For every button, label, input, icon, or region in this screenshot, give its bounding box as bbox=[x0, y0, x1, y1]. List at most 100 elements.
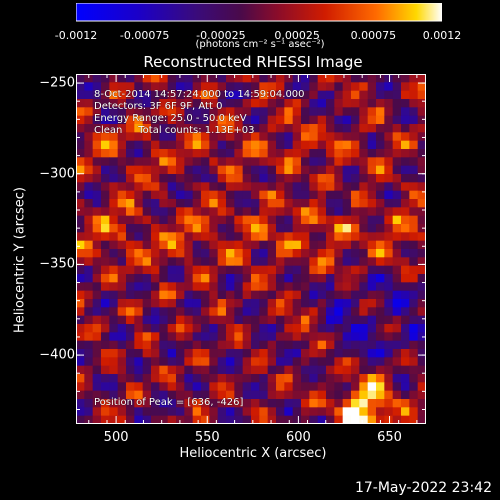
heatmap-cell bbox=[92, 90, 102, 100]
heatmap-cell bbox=[267, 215, 277, 225]
heatmap-cell bbox=[359, 365, 369, 375]
heatmap-cell bbox=[201, 157, 210, 167]
heatmap-cell bbox=[142, 324, 152, 333]
heatmap-cell bbox=[367, 365, 377, 375]
heatmap-cell bbox=[259, 224, 269, 233]
heatmap-cell bbox=[384, 232, 394, 242]
heatmap-cell bbox=[176, 257, 185, 267]
heatmap-cell bbox=[134, 107, 144, 117]
heatmap-cell bbox=[92, 249, 102, 258]
plot-frame bbox=[76, 74, 426, 424]
heatmap-cell bbox=[209, 290, 219, 300]
heatmap-cell bbox=[326, 257, 335, 267]
heatmap-cell bbox=[134, 407, 144, 417]
heatmap-cell bbox=[126, 290, 135, 300]
heatmap-cell bbox=[309, 107, 319, 117]
heatmap-cell bbox=[159, 115, 169, 125]
heatmap-cell bbox=[192, 174, 202, 183]
heatmap-cell bbox=[192, 240, 202, 250]
heatmap-cell bbox=[242, 165, 252, 175]
heatmap-cell bbox=[392, 224, 402, 233]
heatmap-cell bbox=[201, 99, 210, 108]
heatmap-cell bbox=[201, 224, 210, 233]
heatmap-cell bbox=[209, 365, 219, 375]
heatmap-cell bbox=[242, 157, 252, 167]
heatmap-cell bbox=[84, 224, 94, 233]
heatmap-cell bbox=[242, 365, 252, 375]
heatmap-cell bbox=[392, 324, 402, 333]
heatmap-cell bbox=[176, 165, 185, 175]
heatmap-cell bbox=[326, 390, 335, 400]
heatmap-cell bbox=[167, 332, 177, 342]
heatmap-cell bbox=[109, 399, 119, 408]
heatmap-cell bbox=[276, 332, 285, 342]
heatmap-cell bbox=[76, 357, 85, 367]
heatmap-cell bbox=[259, 157, 269, 167]
heatmap-cell bbox=[101, 157, 110, 167]
heatmap-cell bbox=[334, 407, 344, 417]
heatmap-cell bbox=[292, 340, 302, 350]
heatmap-cell bbox=[276, 415, 285, 424]
heatmap-cell bbox=[392, 332, 402, 342]
heatmap-cell bbox=[176, 157, 185, 167]
heatmap-cell bbox=[376, 290, 385, 300]
heatmap-cell bbox=[117, 190, 127, 200]
heatmap-cell bbox=[167, 240, 177, 250]
heatmap-cell bbox=[92, 115, 102, 125]
heatmap-cell bbox=[251, 299, 260, 308]
heatmap-cell bbox=[109, 374, 119, 383]
heatmap-cell bbox=[101, 132, 110, 142]
heatmap-cell bbox=[401, 390, 410, 400]
heatmap-cell bbox=[101, 224, 110, 233]
heatmap-cell bbox=[226, 207, 235, 217]
heatmap-cell bbox=[92, 140, 102, 150]
heatmap-cell bbox=[142, 107, 152, 117]
heatmap-cell bbox=[334, 340, 344, 350]
heatmap-cell bbox=[326, 99, 335, 108]
heatmap-cell bbox=[184, 299, 194, 308]
heatmap-cell bbox=[134, 115, 144, 125]
heatmap-cell bbox=[342, 199, 352, 208]
heatmap-cell bbox=[401, 207, 410, 217]
heatmap-cell bbox=[126, 349, 135, 358]
heatmap-cell bbox=[292, 224, 302, 233]
heatmap-cell bbox=[376, 357, 385, 367]
heatmap-cell bbox=[251, 307, 260, 317]
heatmap-cell bbox=[259, 407, 269, 417]
heatmap-cell bbox=[267, 274, 277, 283]
heatmap-cell bbox=[392, 174, 402, 183]
heatmap-cell bbox=[234, 382, 244, 392]
heatmap-cell bbox=[201, 174, 210, 183]
heatmap-cell bbox=[192, 274, 202, 283]
heatmap-cell bbox=[292, 390, 302, 400]
heatmap-cell bbox=[401, 115, 410, 125]
heatmap-cell bbox=[276, 340, 285, 350]
heatmap-cell bbox=[351, 182, 360, 192]
heatmap-cell bbox=[317, 274, 327, 283]
x-axis-label: Heliocentric X (arcsec) bbox=[179, 446, 327, 461]
heatmap-cell bbox=[251, 274, 260, 283]
colorbar-tick-label: 0.00075 bbox=[350, 29, 397, 42]
heatmap-cell bbox=[309, 232, 319, 242]
heatmap-cell bbox=[159, 149, 169, 158]
heatmap-cell bbox=[276, 374, 285, 383]
heatmap-cell bbox=[134, 324, 144, 333]
heatmap-cell bbox=[417, 265, 426, 275]
heatmap-cell bbox=[284, 174, 294, 183]
heatmap-cell bbox=[342, 274, 352, 283]
heatmap-cell bbox=[359, 324, 369, 333]
heatmap-cell bbox=[334, 332, 344, 342]
heatmap-cell bbox=[151, 149, 160, 158]
heatmap-cell bbox=[234, 415, 244, 424]
heatmap-cell bbox=[92, 290, 102, 300]
heatmap-cell bbox=[334, 115, 344, 125]
heatmap-cell bbox=[284, 115, 294, 125]
heatmap-cell bbox=[234, 140, 244, 150]
heatmap-cell bbox=[242, 224, 252, 233]
heatmap-cell bbox=[342, 382, 352, 392]
heatmap-cell bbox=[276, 190, 285, 200]
heatmap-cell bbox=[326, 149, 335, 158]
heatmap-cell bbox=[317, 124, 327, 133]
heatmap-cell bbox=[217, 415, 227, 424]
heatmap-cell bbox=[176, 407, 185, 417]
